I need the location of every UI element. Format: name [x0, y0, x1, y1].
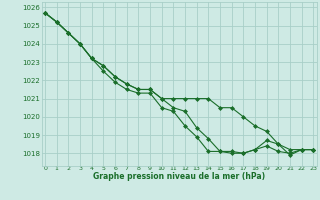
X-axis label: Graphe pression niveau de la mer (hPa): Graphe pression niveau de la mer (hPa): [93, 172, 265, 181]
